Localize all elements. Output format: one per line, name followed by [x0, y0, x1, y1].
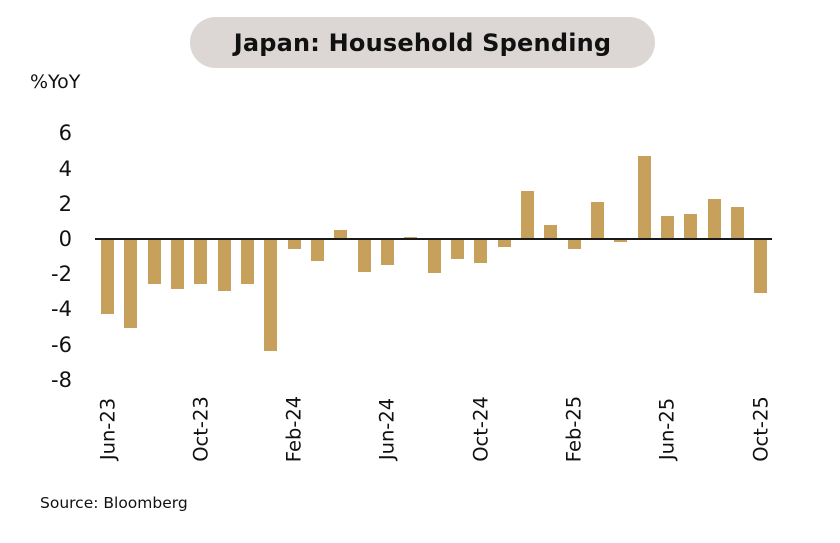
bar-Jan-25: [544, 224, 558, 239]
bar-Aug-24: [427, 240, 441, 274]
bar-Oct-24: [474, 240, 488, 263]
bar-Oct-25: [754, 240, 768, 293]
bar-Oct-23: [194, 240, 208, 284]
y-tick-label: 0: [58, 227, 72, 251]
bar-Apr-24: [334, 230, 348, 239]
bar-Jul-23: [124, 240, 138, 328]
x-tick-label: Jun-24: [375, 397, 399, 461]
bar-Dec-23: [240, 240, 254, 284]
x-tick-label: Oct-25: [749, 396, 773, 462]
bar-Jul-25: [684, 214, 698, 239]
bar-Jun-25: [660, 216, 674, 239]
bar-Feb-24: [287, 240, 301, 249]
bar-Jan-24: [264, 240, 278, 351]
y-tick-label: -4: [51, 297, 72, 322]
bar-Dec-24: [520, 191, 534, 239]
bar-Feb-25: [567, 240, 581, 249]
bar-May-24: [357, 240, 371, 272]
y-tick-label: 6: [58, 121, 72, 146]
bar-May-25: [637, 156, 651, 239]
x-tick-label: Feb-24: [282, 395, 306, 463]
bar-Jun-23: [101, 240, 114, 314]
x-tick-label: Jun-25: [655, 397, 679, 461]
bar-Mar-25: [590, 202, 604, 239]
bar-Mar-24: [310, 240, 324, 262]
y-tick-label: 2: [58, 191, 72, 216]
y-tick-label: -8: [51, 367, 72, 392]
y-tick-label: 4: [58, 156, 72, 181]
bar-Apr-25: [614, 240, 628, 242]
x-tick-label: Oct-23: [189, 396, 213, 462]
source-label: Source: Bloomberg: [40, 494, 188, 512]
x-axis-zero-line: [95, 237, 772, 240]
bar-Aug-23: [147, 240, 161, 284]
x-tick-label: Jun-23: [96, 397, 119, 461]
x-tick-label: Feb-25: [562, 395, 586, 463]
bar-Sep-25: [730, 207, 744, 239]
chart-title: Japan: Household Spending: [233, 28, 612, 57]
y-axis-unit-label: %YoY: [30, 71, 81, 93]
bar-Jun-24: [380, 240, 394, 265]
y-tick-label: -2: [51, 262, 72, 287]
x-tick-label: Oct-24: [469, 396, 493, 462]
y-tick-label: -6: [51, 332, 72, 357]
chart-title-pill: Japan: Household Spending: [190, 17, 655, 68]
bar-Sep-24: [450, 240, 464, 260]
bar-Nov-24: [497, 240, 511, 248]
bar-Aug-25: [707, 198, 721, 239]
bar-Nov-23: [217, 240, 231, 292]
bar-Sep-23: [170, 240, 184, 290]
